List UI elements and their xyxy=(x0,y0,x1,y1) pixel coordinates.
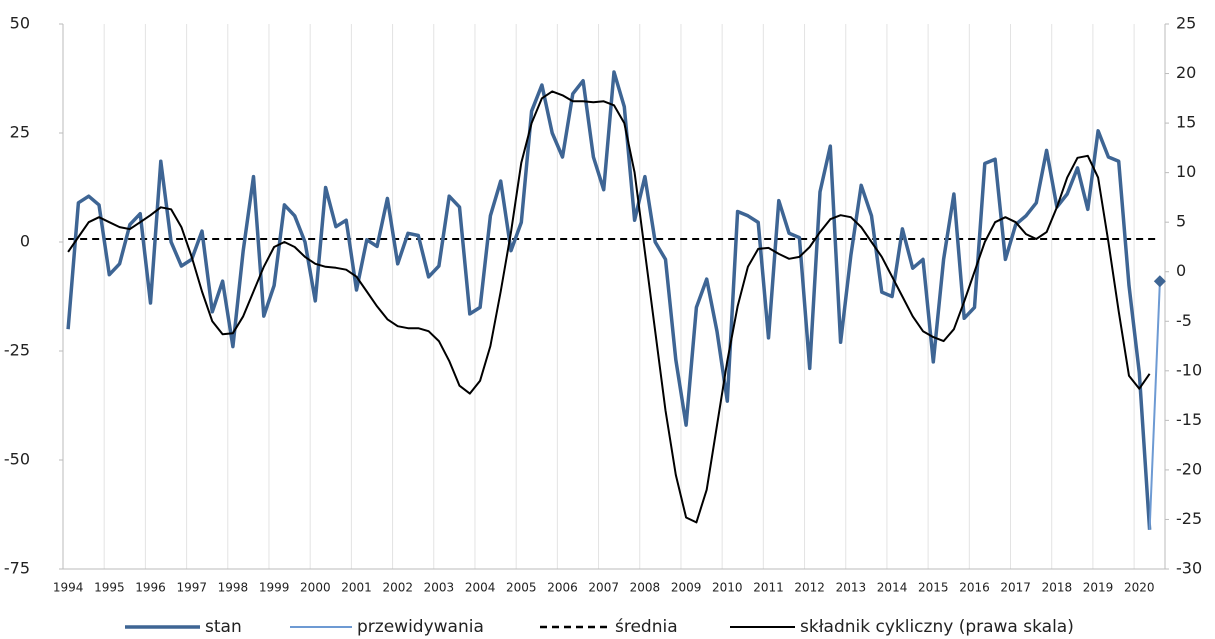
x-tick-label: 2009 xyxy=(671,581,702,595)
x-tick-label: 1996 xyxy=(135,581,166,595)
legend-label: składnik cykliczny (prawa skala) xyxy=(800,617,1074,637)
y2-tick-label: -15 xyxy=(1176,410,1202,429)
y2-tick-label: 0 xyxy=(1176,261,1186,280)
series-marker xyxy=(1153,275,1166,288)
y-tick-label: -50 xyxy=(4,450,30,469)
y2-tick-label: 15 xyxy=(1176,113,1196,132)
x-tick-label: 2001 xyxy=(341,581,372,595)
y-tick-label: 50 xyxy=(10,14,30,33)
y2-tick-label: 5 xyxy=(1176,212,1186,231)
x-tick-label: 2019 xyxy=(1083,581,1114,595)
series-line xyxy=(66,70,1152,530)
y2-tick-label: -5 xyxy=(1176,311,1192,330)
x-tick-label: 2017 xyxy=(1000,581,1031,595)
x-tick-label: 2013 xyxy=(836,581,867,595)
x-tick-label: 2002 xyxy=(382,581,413,595)
x-tick-label: 2016 xyxy=(959,581,990,595)
x-tick-label: 1995 xyxy=(94,581,125,595)
x-tick-label: 2008 xyxy=(630,581,661,595)
x-tick-label: 2011 xyxy=(753,581,784,595)
x-tick-label: 2010 xyxy=(712,581,743,595)
y2-tick-label: -20 xyxy=(1176,459,1202,478)
x-tick-label: 2005 xyxy=(506,581,537,595)
x-tick-label: 2012 xyxy=(794,581,825,595)
x-tick-label: 1998 xyxy=(218,581,249,595)
series-line xyxy=(1148,281,1161,530)
x-tick-label: 2004 xyxy=(465,581,496,595)
x-tick-label: 2018 xyxy=(1042,581,1073,595)
x-tick-label: 2014 xyxy=(877,581,908,595)
legend-label: stan xyxy=(205,617,242,637)
x-tick-label: 2015 xyxy=(918,581,949,595)
y-tick-label: -25 xyxy=(4,341,30,360)
x-tick-label: 2020 xyxy=(1124,581,1155,595)
x-tick-label: 1994 xyxy=(53,581,84,595)
legend-label: przewidywania xyxy=(357,617,484,637)
y2-tick-label: -30 xyxy=(1176,559,1202,578)
y2-tick-label: -10 xyxy=(1176,360,1202,379)
x-tick-label: 2007 xyxy=(588,581,619,595)
x-tick-label: 2006 xyxy=(547,581,578,595)
y2-tick-label: -25 xyxy=(1176,509,1202,528)
x-tick-label: 1997 xyxy=(176,581,207,595)
x-tick-label: 2000 xyxy=(300,581,331,595)
x-tick-label: 1999 xyxy=(259,581,290,595)
y-tick-label: -75 xyxy=(4,559,30,578)
y2-tick-label: 20 xyxy=(1176,63,1196,82)
legend-label: średnia xyxy=(615,617,678,637)
y2-tick-label: 25 xyxy=(1176,14,1196,33)
x-tick-label: 2003 xyxy=(424,581,455,595)
y-tick-label: 0 xyxy=(20,232,30,251)
series-line xyxy=(67,90,1151,524)
y-tick-label: 25 xyxy=(10,123,30,142)
y2-tick-label: 10 xyxy=(1176,162,1196,181)
